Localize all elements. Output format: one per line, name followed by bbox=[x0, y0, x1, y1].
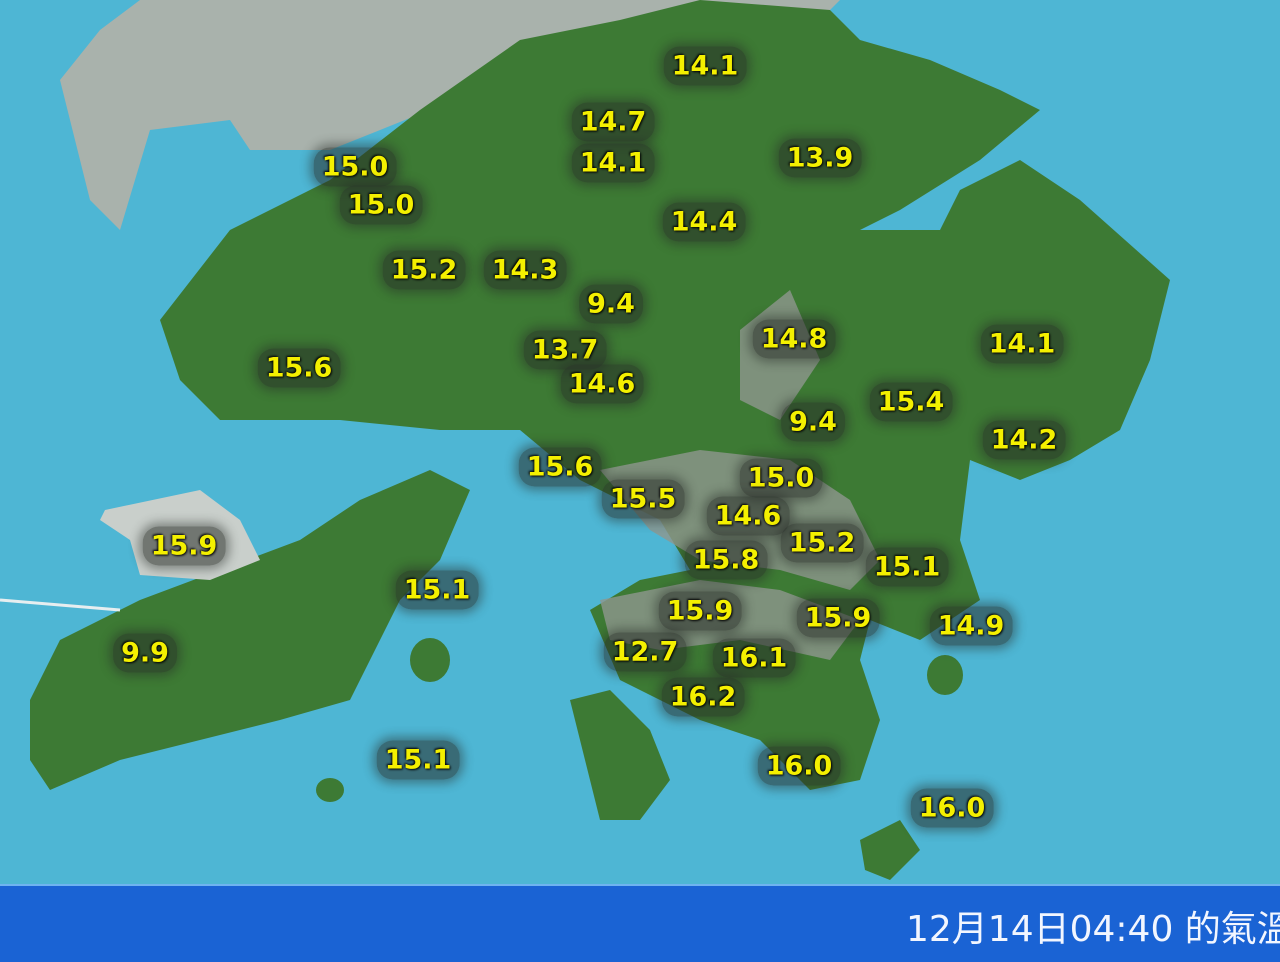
station-temperature: 16.1 bbox=[712, 638, 796, 678]
urban-area-north bbox=[60, 0, 840, 230]
station-temperature: 15.6 bbox=[257, 348, 341, 388]
station-temperature: 15.1 bbox=[376, 740, 460, 780]
station-temperature: 14.8 bbox=[752, 319, 836, 359]
station-temperature: 16.0 bbox=[910, 788, 994, 828]
station-temperature: 15.9 bbox=[796, 598, 880, 638]
station-temperature: 13.9 bbox=[778, 138, 862, 178]
station-temperature: 15.0 bbox=[739, 458, 823, 498]
station-temperature: 15.0 bbox=[313, 147, 397, 187]
station-temperature: 15.9 bbox=[142, 526, 226, 566]
station-temperature: 14.1 bbox=[980, 324, 1064, 364]
station-temperature: 13.7 bbox=[523, 330, 607, 370]
station-temperature: 14.1 bbox=[571, 143, 655, 183]
station-temperature: 14.1 bbox=[663, 46, 747, 86]
station-temperature: 15.2 bbox=[780, 523, 864, 563]
timestamp-caption: 12月14日04:40 的氣溫 bbox=[906, 909, 1280, 950]
bridge bbox=[0, 598, 121, 612]
station-temperature: 15.8 bbox=[684, 540, 768, 580]
station-temperature: 15.0 bbox=[339, 185, 423, 225]
station-temperature: 15.5 bbox=[601, 479, 685, 519]
station-temperature: 15.1 bbox=[395, 570, 479, 610]
station-temperature: 15.2 bbox=[382, 250, 466, 290]
station-temperature: 14.2 bbox=[982, 420, 1066, 460]
station-temperature: 14.6 bbox=[706, 496, 790, 536]
station-temperature: 15.4 bbox=[869, 382, 953, 422]
station-temperature: 9.9 bbox=[113, 633, 177, 673]
station-temperature: 9.4 bbox=[781, 402, 845, 442]
station-temperature: 15.6 bbox=[518, 447, 602, 487]
footer-bar: 12月14日04:40 的氣溫 bbox=[0, 884, 1280, 962]
station-temperature: 9.4 bbox=[579, 284, 643, 324]
station-temperature: 15.1 bbox=[865, 547, 949, 587]
station-temperature: 14.7 bbox=[571, 102, 655, 142]
station-temperature: 14.3 bbox=[483, 250, 567, 290]
station-temperature: 15.9 bbox=[658, 591, 742, 631]
station-temperature: 16.0 bbox=[757, 746, 841, 786]
station-temperature: 14.9 bbox=[929, 606, 1013, 646]
station-temperature: 12.7 bbox=[603, 632, 687, 672]
station-temperature: 16.2 bbox=[661, 677, 745, 717]
station-temperature: 14.6 bbox=[560, 364, 644, 404]
station-temperature: 14.4 bbox=[662, 202, 746, 242]
